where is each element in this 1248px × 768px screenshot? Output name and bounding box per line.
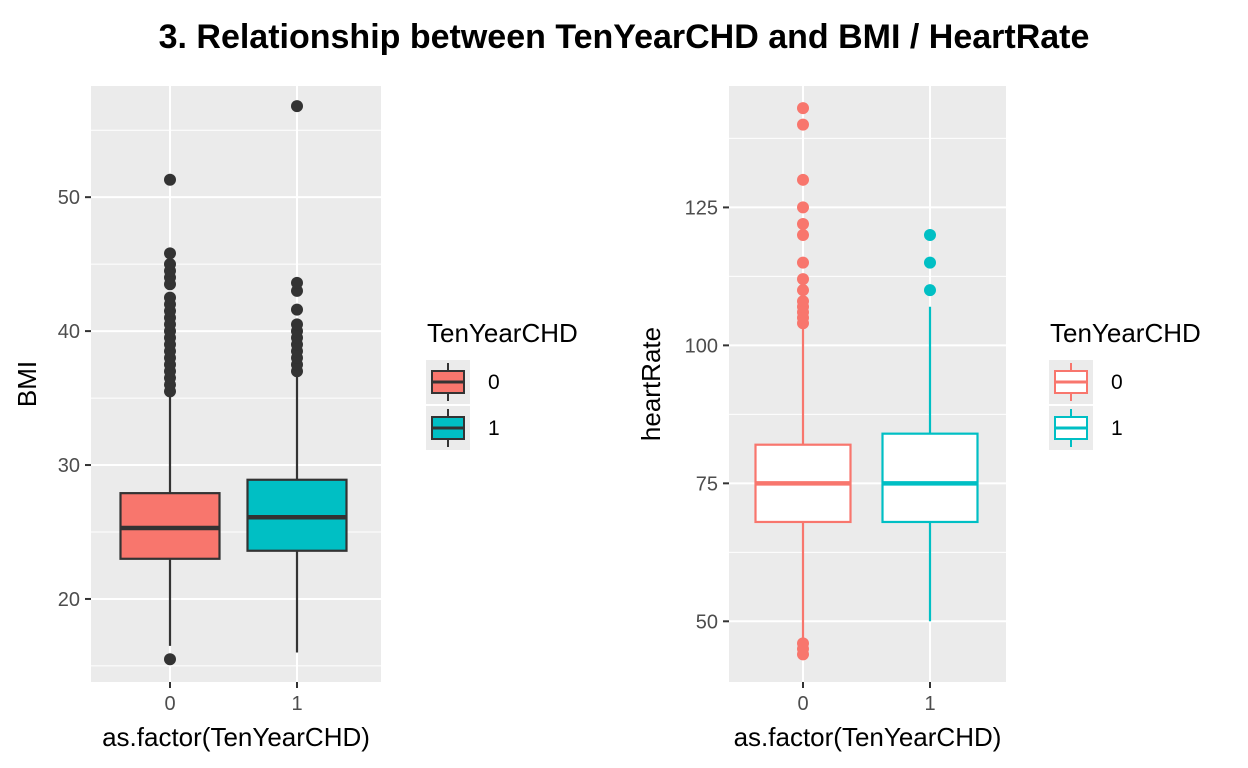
x-axis-title: as.factor(TenYearCHD) (102, 722, 370, 752)
outlier-point (797, 273, 809, 286)
y-tick-label: 75 (696, 473, 718, 495)
legend-key-0: 0 (426, 360, 500, 404)
legend-title: TenYearCHD (1050, 318, 1201, 348)
bmi-plot: 20 30 40 50 0 1 as.factor(TenYearCHD) BMI TenYea… (12, 86, 578, 752)
outlier-point (164, 173, 176, 186)
box-0 (119, 173, 221, 666)
outlier-point (797, 256, 809, 269)
y-tick-label: 50 (58, 187, 80, 209)
outlier-point (291, 100, 303, 113)
legend-key-0: 0 (1049, 360, 1123, 404)
outlier-point (797, 173, 809, 186)
panel-background (729, 86, 1006, 682)
legend-key-1: 1 (1049, 406, 1123, 450)
legend-label: 1 (1111, 417, 1123, 440)
outlier-point (291, 276, 303, 289)
outlier-point (924, 284, 936, 297)
box-1 (246, 100, 348, 653)
outlier-point (164, 258, 176, 271)
legend: TenYearCHD 0 1 (1049, 318, 1201, 450)
iqr-box (881, 432, 979, 524)
outlier-point (164, 291, 176, 304)
legend-label: 0 (488, 371, 500, 394)
y-axis-title: heartRate (636, 327, 666, 441)
outlier-point (797, 118, 809, 131)
legend: TenYearCHD 0 1 (426, 318, 578, 450)
x-tick-label: 1 (291, 693, 302, 715)
legend-label: 1 (488, 417, 500, 440)
y-tick-label: 40 (58, 321, 80, 343)
y-tick-label: 50 (696, 611, 718, 633)
x-axis-title: as.factor(TenYearCHD) (734, 722, 1002, 752)
outlier-point (797, 295, 809, 308)
outlier-point (797, 102, 809, 115)
box-0 (754, 102, 852, 661)
outlier-point (924, 256, 936, 269)
panel-background (91, 86, 381, 682)
x-tick-label: 1 (924, 693, 935, 715)
outlier-point (797, 637, 809, 650)
y-tick-label: 30 (58, 455, 80, 477)
x-tick-label: 0 (797, 693, 808, 715)
heartrate-plot: 50 75 100 125 0 1 as.factor(TenYearCHD) heartRa… (636, 86, 1201, 752)
x-tick-label: 0 (164, 693, 175, 715)
y-axis-title: BMI (12, 361, 42, 407)
legend-label: 0 (1111, 371, 1123, 394)
outlier-point (291, 318, 303, 331)
outlier-point (164, 247, 176, 260)
y-tick-label: 100 (685, 335, 718, 357)
outlier-point (291, 303, 303, 316)
figure-title: 3. Relationship between TenYearCHD and B… (159, 18, 1090, 56)
outlier-point (797, 229, 809, 241)
outlier-point (924, 229, 936, 241)
y-tick-label: 20 (58, 589, 80, 611)
legend-title: TenYearCHD (427, 318, 578, 348)
outlier-point (797, 284, 809, 297)
outlier-point (797, 217, 809, 230)
outlier-point (164, 653, 176, 666)
outlier-point (797, 201, 809, 214)
box-1 (881, 229, 979, 622)
legend-key-1: 1 (426, 406, 500, 450)
y-tick-label: 125 (685, 197, 718, 219)
